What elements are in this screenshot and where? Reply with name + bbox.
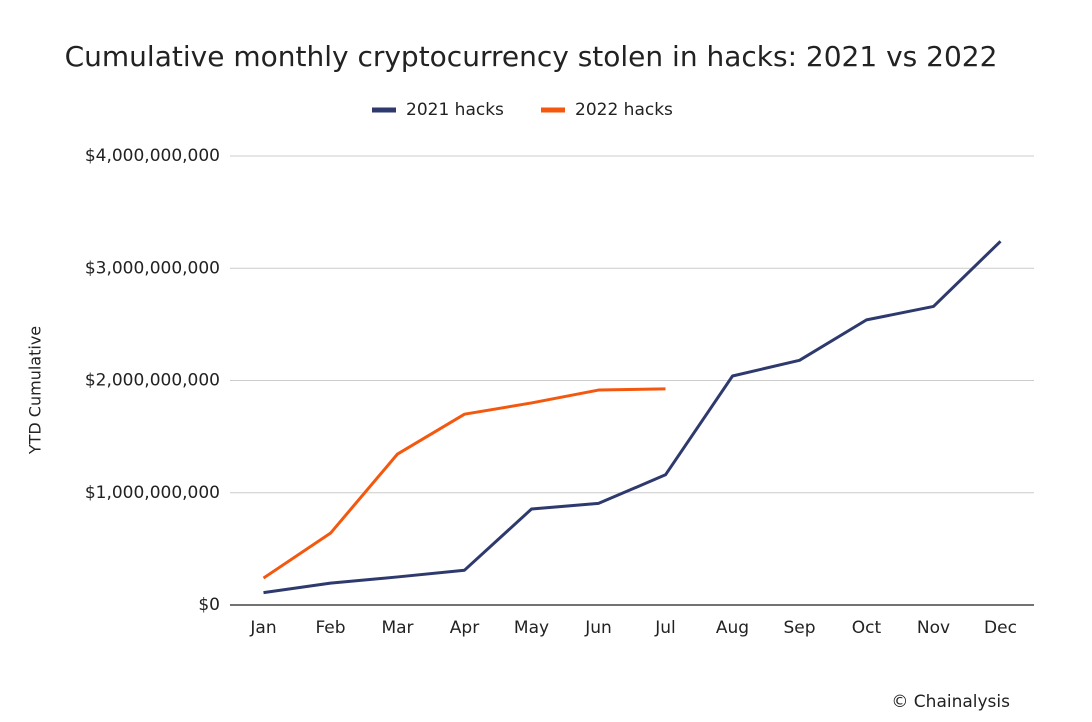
series-line	[262, 387, 666, 580]
y-tick-label: $2,000,000,000	[85, 371, 220, 391]
legend-label: 2022 hacks	[575, 100, 673, 120]
y-tick-label: $0	[198, 595, 220, 615]
x-tick-label: Jul	[654, 618, 676, 638]
y-axis-label: YTD Cumulative	[26, 326, 45, 455]
y-tick-label: $4,000,000,000	[85, 146, 220, 166]
y-tick-label: $1,000,000,000	[85, 483, 220, 503]
legend-label: 2021 hacks	[406, 100, 504, 120]
source: © Chainalysis	[891, 692, 1010, 712]
x-tick-label: Jun	[584, 618, 612, 638]
x-tick-label: Dec	[984, 618, 1017, 638]
x-tick-label: Jan	[249, 618, 276, 638]
x-tick-label: Mar	[381, 618, 413, 638]
x-tick-label: Feb	[315, 618, 345, 638]
series-line	[263, 240, 1002, 595]
x-tick-label: Aug	[716, 618, 749, 638]
y-tick-label: $3,000,000,000	[85, 258, 220, 278]
x-tick-label: Oct	[852, 618, 882, 638]
x-tick-label: Apr	[450, 618, 479, 638]
x-tick-label: May	[514, 618, 549, 638]
chart-title: Cumulative monthly cryptocurrency stolen…	[65, 40, 998, 73]
x-tick-label: Sep	[783, 618, 815, 638]
x-tick-label: Nov	[917, 618, 950, 638]
